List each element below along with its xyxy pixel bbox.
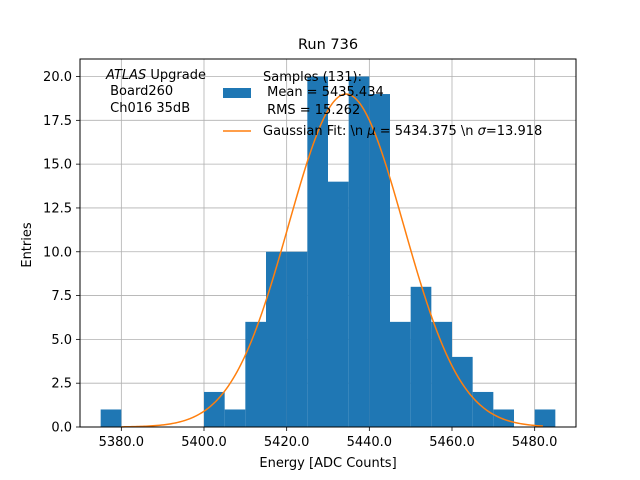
histogram-bars [100, 76, 556, 428]
histogram-bar-0 [100, 409, 122, 427]
y-tick-label-3: 7.5 [51, 289, 72, 304]
histogram-bar-16 [431, 321, 452, 427]
histogram-bar-9 [286, 251, 308, 427]
annotation-line-1: ATLAS Upgrade [105, 68, 206, 83]
gaussian-fit [121, 93, 543, 428]
legend-fit-part-2: = 5434.375 \n [376, 124, 478, 139]
legend-fit-label: Gaussian Fit: \n μ = 5434.375 \n σ=13.91… [263, 124, 542, 139]
legend-samples-line-3: RMS = 15.262 [263, 103, 360, 118]
legend-fit-mu: μ [366, 124, 375, 139]
y-tick-label-6: 15.0 [43, 158, 72, 173]
x-tick-label-2: 5420.0 [264, 435, 310, 450]
legend: Samples (131): Mean = 5435.434 RMS = 15.… [223, 70, 542, 139]
y-tick-label-4: 10.0 [43, 245, 72, 260]
histogram-bar-8 [266, 251, 287, 427]
legend-patch-samples [223, 88, 251, 98]
x-tick-label-5: 5480.0 [512, 435, 558, 450]
histogram-bar-18 [472, 391, 494, 427]
histogram-bar-17 [452, 356, 473, 427]
histogram-bar-6 [224, 409, 246, 427]
x-axis-ticks: 5380.0 5400.0 5420.0 5440.0 5460.0 5480.0 [99, 427, 558, 450]
annotation-line-2: Board260 [106, 84, 173, 99]
histogram-bar-14 [390, 321, 411, 427]
y-tick-label-2: 5.0 [51, 333, 72, 348]
histogram-bar-7 [245, 321, 266, 427]
histogram-bar-12 [348, 76, 370, 428]
x-axis-label: Energy [ADC Counts] [259, 456, 396, 471]
chart-title: Run 736 [298, 37, 358, 53]
histogram-bar-11 [328, 181, 349, 427]
y-tick-label-1: 2.5 [51, 377, 72, 392]
x-tick-label-1: 5400.0 [181, 435, 227, 450]
annotation: ATLAS Upgrade Board260 Ch016 35dB [105, 68, 206, 116]
histogram-bar-5 [204, 391, 225, 427]
legend-samples-line-1: Samples (131): [263, 70, 362, 85]
plot-frame [79, 58, 577, 428]
y-axis-label: Entries [20, 222, 35, 268]
y-tick-label-8: 20.0 [43, 70, 72, 85]
annotation-line-1-rest: Upgrade [146, 68, 206, 83]
legend-fit-sigma: σ [478, 124, 487, 139]
annotation-italic-word: ATLAS [105, 68, 146, 83]
legend-samples-line-2: Mean = 5435.434 [263, 85, 384, 100]
y-axis-ticks: 0.0 2.5 5.0 7.5 10.0 12.5 15.0 17.5 20.0 [43, 70, 80, 436]
histogram-bar-10 [307, 76, 328, 428]
legend-fit-part-3: =13.918 [486, 124, 542, 139]
y-tick-label-7: 17.5 [43, 114, 72, 129]
x-tick-label-4: 5460.0 [429, 435, 475, 450]
annotation-line-3: Ch016 35dB [106, 101, 190, 116]
y-tick-label-0: 0.0 [51, 421, 72, 436]
histogram-bar-15 [410, 286, 432, 427]
x-tick-label-3: 5440.0 [347, 435, 393, 450]
histogram-bar-13 [369, 94, 390, 428]
x-tick-label-0: 5380.0 [99, 435, 145, 450]
y-tick-label-5: 12.5 [43, 201, 72, 216]
histogram-bar-21 [534, 409, 556, 427]
gaussian-fit-curve [121, 93, 543, 428]
legend-fit-part-1: Gaussian Fit: \n [263, 124, 367, 139]
histogram-bar-19 [493, 409, 514, 427]
